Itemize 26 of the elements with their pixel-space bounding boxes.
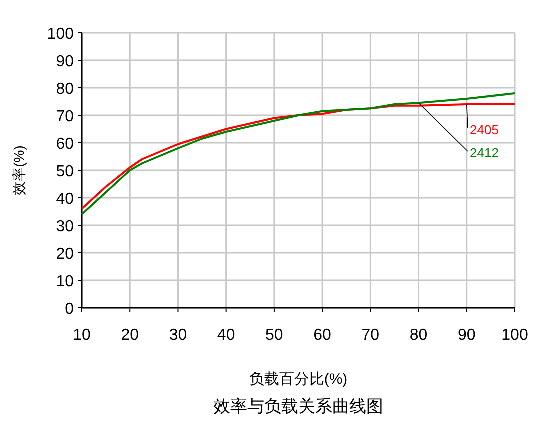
y-tick-label: 100 [47,26,74,43]
y-tick-label: 80 [56,81,74,98]
x-tick-label: 80 [410,327,428,344]
x-axis-title: 负载百分比(%) [249,371,348,388]
y-tick-label: 10 [56,274,74,290]
x-tick-label: 20 [121,327,140,344]
x-tick-label: 50 [266,327,284,344]
x-tick-label: 30 [169,327,188,344]
y-tick-label: 20 [56,246,74,263]
y-tick-label: 70 [56,108,74,126]
y-tick-label: 90 [56,54,74,70]
x-tick-label: 40 [217,327,236,344]
y-axis-title: 效率(%) [11,146,27,196]
x-tick-label: 10 [73,327,91,344]
y-tick-label: 60 [56,136,74,153]
x-tick-label: 100 [502,327,528,344]
x-tick-label: 60 [314,327,332,344]
y-tick-label: 30 [56,218,74,236]
y-tick-label: 40 [56,191,74,208]
text: 2412 [470,146,499,160]
x-tick-label: 70 [362,327,380,344]
y-tick-label: 50 [56,164,74,180]
text: 效率与负载关系曲线图 [214,397,384,416]
x-tick-label: 90 [458,327,476,344]
series-label: 2405 [470,122,499,138]
y-tick-label: 0 [65,301,74,318]
